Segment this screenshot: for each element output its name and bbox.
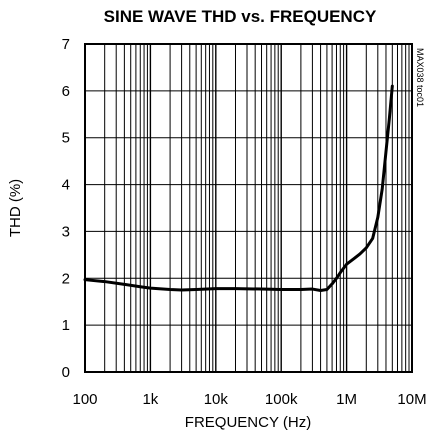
grid	[85, 44, 412, 372]
x-tick-label: 100	[72, 391, 97, 408]
y-axis-label: THD (%)	[7, 179, 24, 237]
y-tick-label: 3	[62, 223, 70, 240]
y-tick-label: 1	[62, 317, 70, 334]
x-tick-label: 1M	[336, 391, 357, 408]
y-tick-label: 5	[62, 130, 70, 147]
x-tick-label: 10k	[204, 391, 229, 408]
y-tick-label: 0	[62, 364, 70, 381]
y-tick-label: 2	[62, 270, 70, 287]
x-tick-label: 100k	[265, 391, 298, 408]
x-tick-label: 10M	[397, 391, 426, 408]
chart-title: SINE WAVE THD vs. FREQUENCY	[104, 7, 377, 26]
y-tick-labels: 0 1 2 3 4 5 6 7	[62, 36, 70, 381]
y-tick-label: 6	[62, 83, 70, 100]
x-axis-label: FREQUENCY (Hz)	[185, 414, 311, 431]
y-tick-label: 4	[62, 177, 70, 194]
y-tick-label: 7	[62, 36, 70, 53]
series-thd-line	[83, 84, 394, 292]
x-tick-label: 1k	[142, 391, 158, 408]
chart-annotation: MAX038 toc01	[415, 48, 425, 107]
x-tick-labels: 100 1k 10k 100k 1M 10M	[72, 391, 426, 408]
plot-frame	[84, 43, 413, 373]
